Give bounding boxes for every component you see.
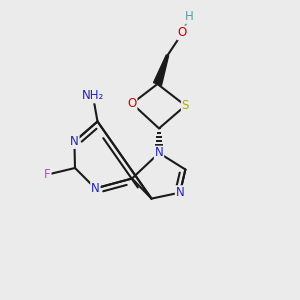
Text: H: H xyxy=(184,10,194,23)
Text: F: F xyxy=(44,168,51,181)
Text: N: N xyxy=(70,135,79,148)
Text: N: N xyxy=(154,146,164,160)
Text: N: N xyxy=(176,186,184,199)
Polygon shape xyxy=(154,55,169,85)
Text: N: N xyxy=(91,182,100,195)
Text: O: O xyxy=(178,26,187,40)
Text: NH₂: NH₂ xyxy=(82,89,104,103)
Text: S: S xyxy=(182,99,189,112)
Text: O: O xyxy=(128,97,136,110)
